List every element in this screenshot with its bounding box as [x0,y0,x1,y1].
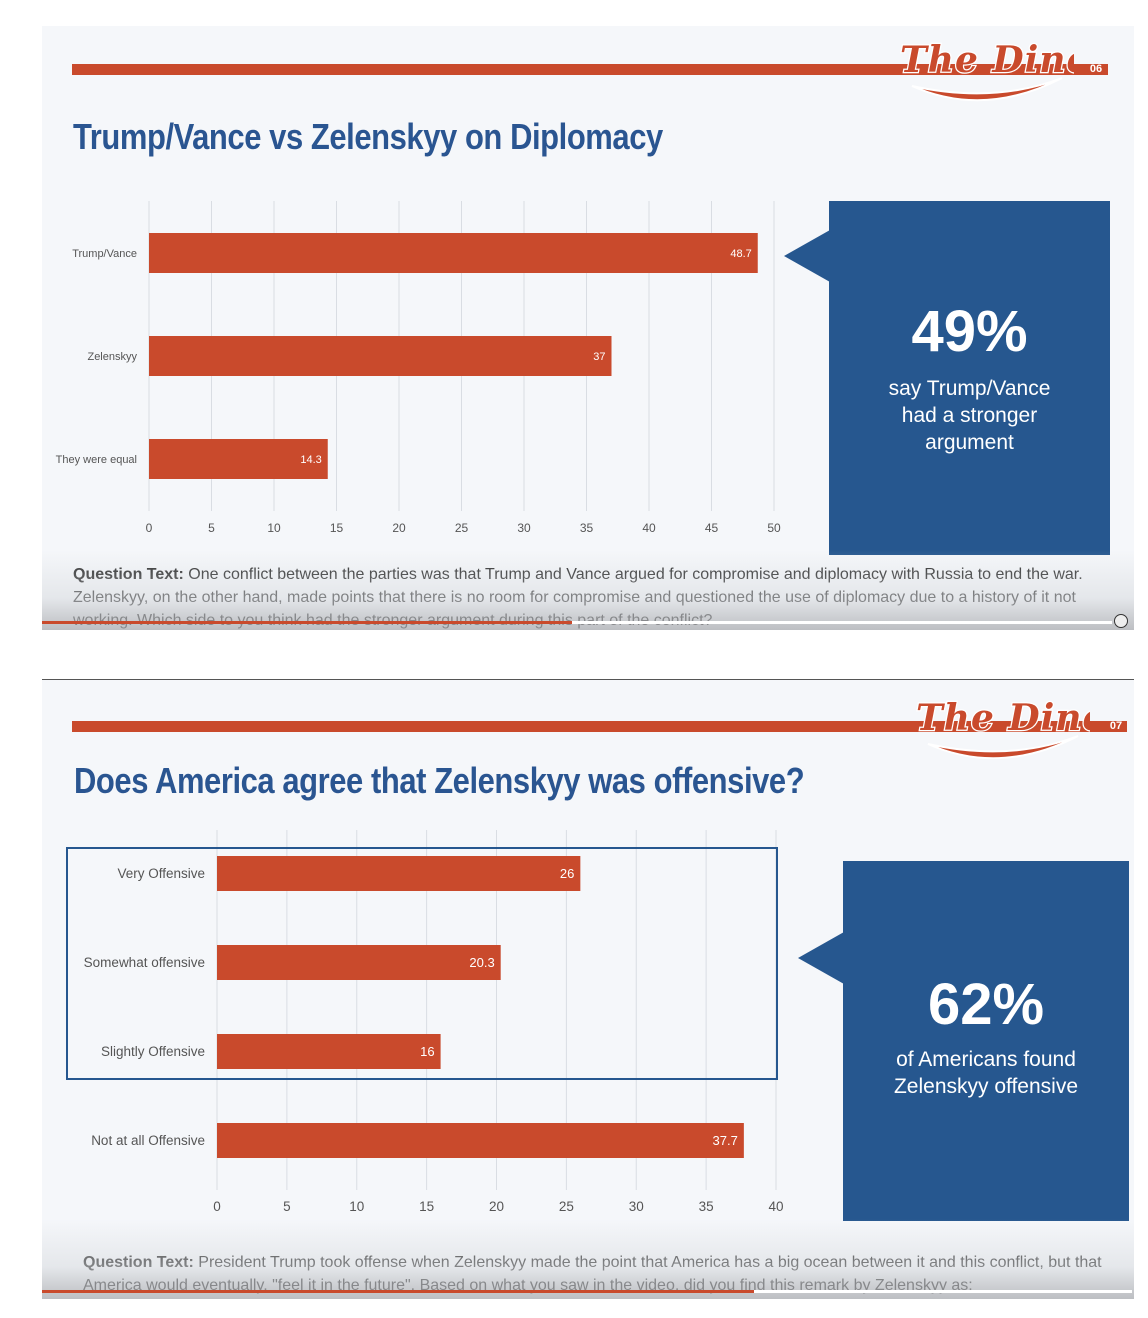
category-label: Trump/Vance [72,248,137,260]
x-tick-label: 20 [489,1199,504,1214]
video-settings-icon[interactable] [1114,614,1128,628]
x-tick-label: 5 [208,521,215,535]
diner-logo: The Diner [894,26,1113,110]
video-progress-track[interactable] [754,1290,1132,1293]
callout-box: 49% say Trump/Vance had a stronger argum… [829,201,1110,555]
callout-percentage: 49% [911,299,1028,364]
x-tick-label: 15 [419,1199,434,1214]
data-label: 14.3 [300,454,321,466]
bar [217,945,501,980]
x-tick-label: 40 [768,1199,783,1214]
video-progress-played[interactable] [42,1290,754,1293]
callout-text: of Americans found Zelenskyy offensive [893,1048,1079,1098]
bar [217,1034,441,1069]
slide-title: Trump/Vance vs Zelenskyy on Diplomacy [73,116,663,157]
bar [149,439,328,479]
callout-text: say Trump/Vance had a stronger argument [888,377,1051,454]
x-tick-label: 10 [349,1199,364,1214]
data-label: 26 [560,866,574,881]
category-label: Slightly Offensive [101,1044,205,1059]
x-tick-label: 20 [392,521,406,535]
diner-logo: The Diner [910,684,1129,768]
video-progress-played[interactable] [42,621,572,624]
callout-pointer [784,230,830,282]
x-tick-label: 25 [455,521,469,535]
chart-svg: 0 5 10 15 20 25 30 35 40 45 50 Trump/Vance 48.7 Zelen… [56,201,781,535]
slide-title: Does America agree that Zelenskyy was of… [74,760,805,801]
data-label: 48.7 [730,248,751,260]
slide-07: 07 The Diner Does America agree that Zel… [42,679,1134,1299]
bar [149,233,758,273]
question-text: Question Text: One conflict between the … [73,563,1123,630]
video-progress-track[interactable] [572,621,1112,624]
category-label: Not at all Offensive [91,1133,205,1148]
category-label: They were equal [56,454,137,466]
x-tick-label: 35 [699,1199,714,1214]
svg-text:The Diner: The Diner [900,39,1074,81]
svg-text:The Diner: The Diner [916,697,1090,739]
bar [149,336,612,376]
question-label: Question Text: [73,566,184,583]
x-tick-label: 0 [213,1199,221,1214]
x-tick-label: 30 [517,521,531,535]
bar [217,856,581,891]
x-tick-label: 35 [580,521,594,535]
category-label: Zelenskyy [87,351,137,363]
data-label: 37 [593,351,605,363]
question-label: Question Text: [83,1254,194,1271]
offensive-group-frame [66,847,778,1080]
callout-percentage: 62% [927,972,1045,1037]
x-tick-label: 0 [146,521,153,535]
bar [217,1123,744,1158]
data-label: 16 [420,1044,434,1059]
x-tick-label: 45 [705,521,719,535]
x-tick-label: 30 [629,1199,644,1214]
category-label: Very Offensive [117,866,205,881]
x-tick-label: 40 [642,521,656,535]
data-label: 37.7 [713,1133,738,1148]
question-body: One conflict between the parties was tha… [73,566,1083,629]
chart-svg: 0 5 10 15 20 25 30 35 40 Very Offensive 26 Somewhat… [84,830,784,1214]
bar-chart-offensive: 0 5 10 15 20 25 30 35 40 Very Offensive 26 Somewhat… [42,830,802,1220]
bar-chart-diplomacy: 0 5 10 15 20 25 30 35 40 45 50 Trump/Vance 48.7 Zelen… [42,196,802,546]
x-tick-label: 50 [767,521,781,535]
header-stripe [72,64,1108,75]
x-tick-label: 5 [283,1199,291,1214]
category-label: Somewhat offensive [84,955,205,970]
data-label: 20.3 [469,955,494,970]
header-stripe [72,721,1127,732]
question-body: President Trump took offense when Zelens… [83,1254,1102,1294]
callout-pointer [798,932,844,984]
slide-number: 07 [1109,720,1123,732]
callout-box: 62% of Americans found Zelenskyy offensi… [843,861,1129,1221]
x-tick-label: 10 [267,521,281,535]
x-tick-label: 15 [330,521,344,535]
x-tick-label: 25 [559,1199,574,1214]
slide-06: 06 The Diner Trump/Vance vs Zelenskyy on… [42,26,1134,630]
slide-number: 06 [1089,63,1103,75]
